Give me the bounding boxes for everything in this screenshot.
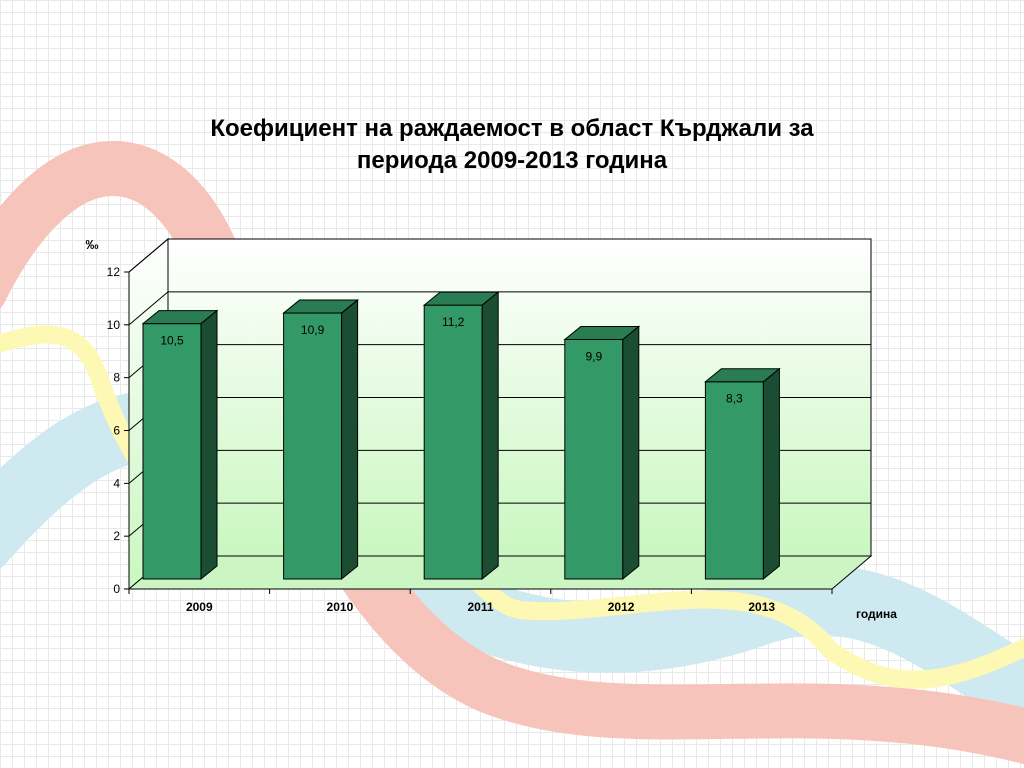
bar-front — [564, 338, 624, 580]
x-axis-label: година — [856, 607, 897, 621]
x-axis-tick-label: 2013 — [748, 600, 775, 614]
chart-title: Коефициент на раждаемост в област Кърджа… — [130, 113, 894, 177]
bar-2012: 9,9 — [563, 325, 641, 581]
y-axis-tick-label: 8 — [113, 371, 120, 385]
bar-data-label: 9,9 — [585, 349, 602, 363]
gridline-side — [128, 291, 169, 326]
y-axis-tick-label: 10 — [107, 318, 121, 332]
bar-data-label: 10,9 — [301, 323, 325, 337]
x-axis-tick-label: 2011 — [467, 600, 493, 614]
bar-side — [622, 325, 640, 581]
bar-front — [283, 312, 343, 580]
chart-bars: 10,5 10,9 11,2 9,9 8,3 — [141, 291, 781, 581]
bar-side — [481, 291, 499, 581]
bar-data-label: 11,2 — [442, 315, 465, 329]
bar-2011: 11,2 — [422, 291, 500, 581]
y-axis-tick-label: 4 — [113, 476, 120, 490]
x-axis-tick-label: 2012 — [608, 600, 635, 614]
bar-side — [341, 299, 359, 581]
y-axis-tick-label: 6 — [113, 424, 120, 438]
bar-2009: 10,5 — [141, 309, 219, 581]
y-axis-unit-label: ‰ — [86, 237, 99, 252]
bar-front — [142, 323, 202, 580]
bar-2013: 8,3 — [703, 367, 781, 581]
chart-title-line-1: Коефициент на раждаемост в област Кърджа… — [210, 115, 814, 142]
bar-data-label: 10,5 — [160, 334, 184, 348]
bar-side — [200, 309, 218, 581]
chart-title-line-2: периода 2009-2013 година — [356, 147, 668, 174]
gridline-side — [128, 238, 169, 273]
x-axis-tick-label: 2009 — [186, 600, 213, 614]
bar-front — [423, 304, 483, 580]
y-axis-tick-label: 0 — [113, 582, 120, 596]
bar-data-label: 8,3 — [726, 392, 743, 406]
y-axis-tick-label: 2 — [113, 529, 120, 543]
bar-side — [762, 367, 780, 581]
bar-2010: 10,9 — [282, 299, 360, 581]
bar-front — [704, 381, 764, 580]
x-axis-tick-label: 2010 — [327, 600, 354, 614]
y-axis-tick-label: 12 — [107, 265, 121, 279]
chart-axes: 0 2 4 6 8 10 12 2009 2010 2011 2012 2013 — [107, 265, 833, 614]
